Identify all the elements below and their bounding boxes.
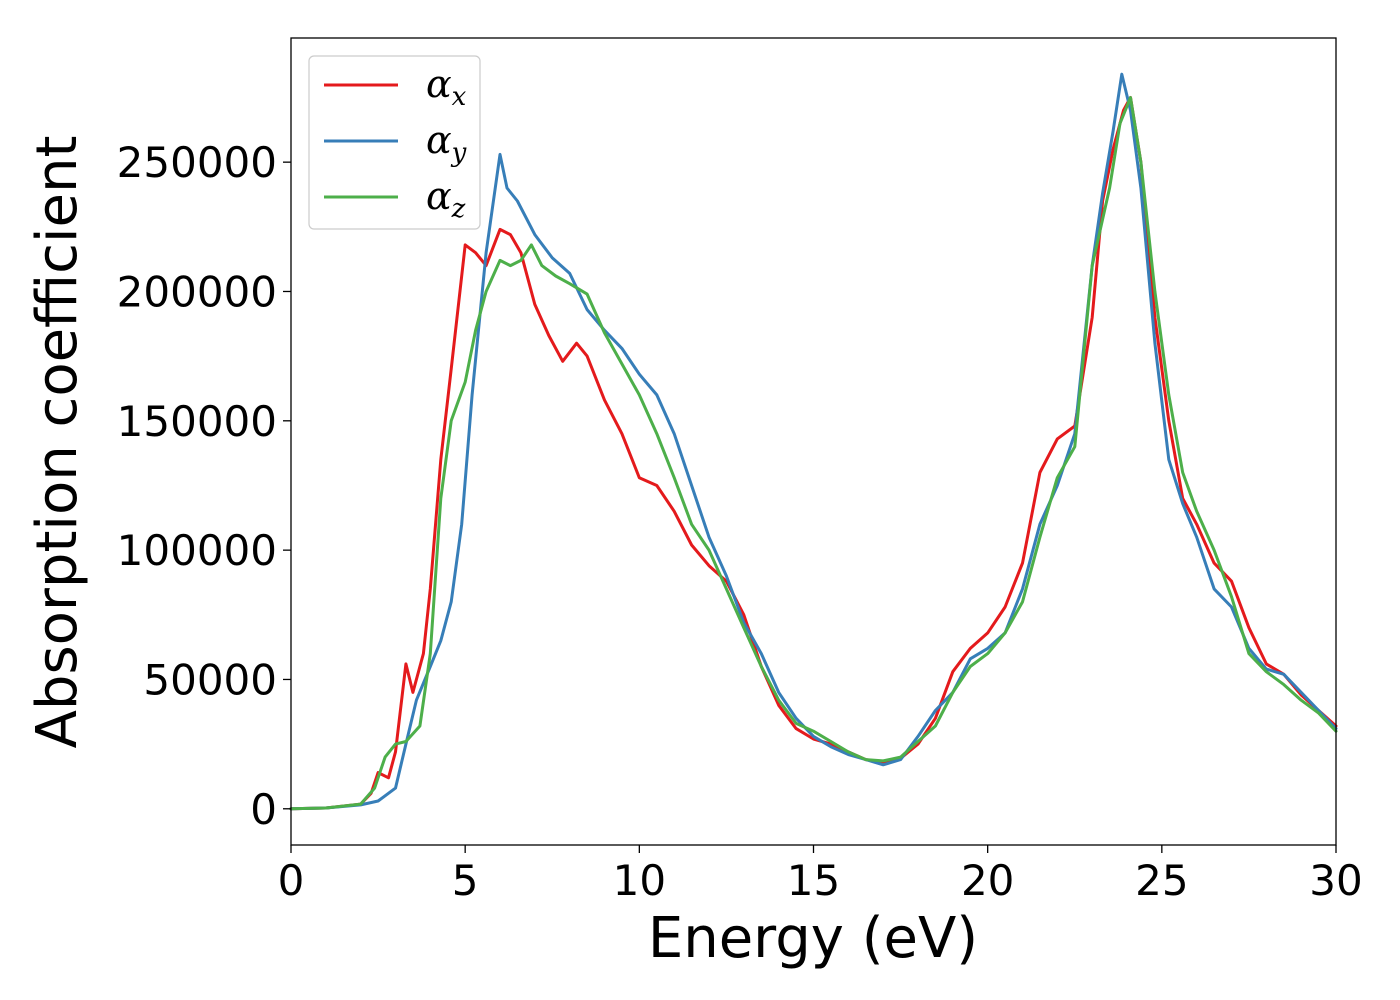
y-tick-label: 50000 xyxy=(143,655,277,704)
x-tick-label: 25 xyxy=(1135,856,1188,905)
y-axis: 0 50000 100000 150000 200000 250000 xyxy=(117,138,291,834)
x-axis-label: Energy (eV) xyxy=(648,906,978,971)
y-tick-label: 150000 xyxy=(117,397,277,446)
x-tick-label: 0 xyxy=(278,856,305,905)
plot-lines xyxy=(289,72,1338,811)
x-tick-label: 5 xyxy=(452,856,479,905)
x-tick-label: 20 xyxy=(961,856,1014,905)
x-tick-label: 10 xyxy=(613,856,666,905)
series-line-y xyxy=(289,72,1338,811)
y-tick-label: 200000 xyxy=(117,267,277,316)
y-tick-label: 250000 xyxy=(117,138,277,187)
y-tick-label: 0 xyxy=(250,785,277,834)
x-tick-label: 15 xyxy=(787,856,840,905)
y-tick-label: 100000 xyxy=(117,526,277,575)
y-axis-label: Absorption coefficient xyxy=(25,136,90,749)
x-tick-label: 30 xyxy=(1309,856,1362,905)
series-line-z xyxy=(289,96,1338,811)
x-axis: 0 5 10 15 20 25 30 xyxy=(278,845,1363,905)
